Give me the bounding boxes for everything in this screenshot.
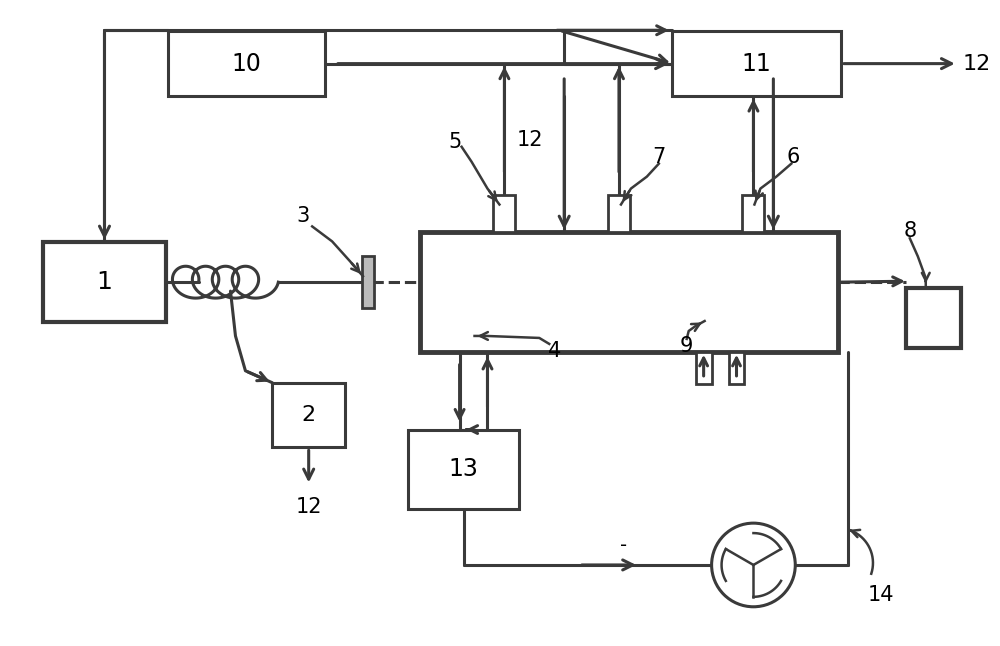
Text: 10: 10 [231,52,261,76]
Text: 8: 8 [903,222,916,242]
Circle shape [712,523,795,607]
Bar [742,194,764,233]
Text: 11: 11 [742,52,771,76]
Text: 12: 12 [963,54,991,74]
Text: 2: 2 [302,405,316,425]
Text: 9: 9 [680,336,693,356]
Bar [696,352,712,384]
Bar [608,194,630,233]
Bar [729,352,744,384]
Bar [362,256,374,308]
Bar [672,31,841,96]
Text: 7: 7 [652,147,665,167]
Text: 14: 14 [868,585,894,605]
Text: -: - [620,536,628,554]
Text: 6: 6 [787,147,800,167]
Text: 5: 5 [448,132,461,152]
Text: 4: 4 [548,341,561,361]
Bar [168,31,325,96]
Text: 12: 12 [295,497,322,517]
Bar [493,194,515,233]
Text: 13: 13 [449,457,479,481]
Bar [272,382,345,448]
Bar [43,242,166,322]
Bar [408,430,519,509]
Bar [906,288,961,348]
Bar [420,233,838,352]
Text: 3: 3 [297,207,310,227]
Text: 12: 12 [516,130,543,150]
Text: 1: 1 [97,270,112,294]
